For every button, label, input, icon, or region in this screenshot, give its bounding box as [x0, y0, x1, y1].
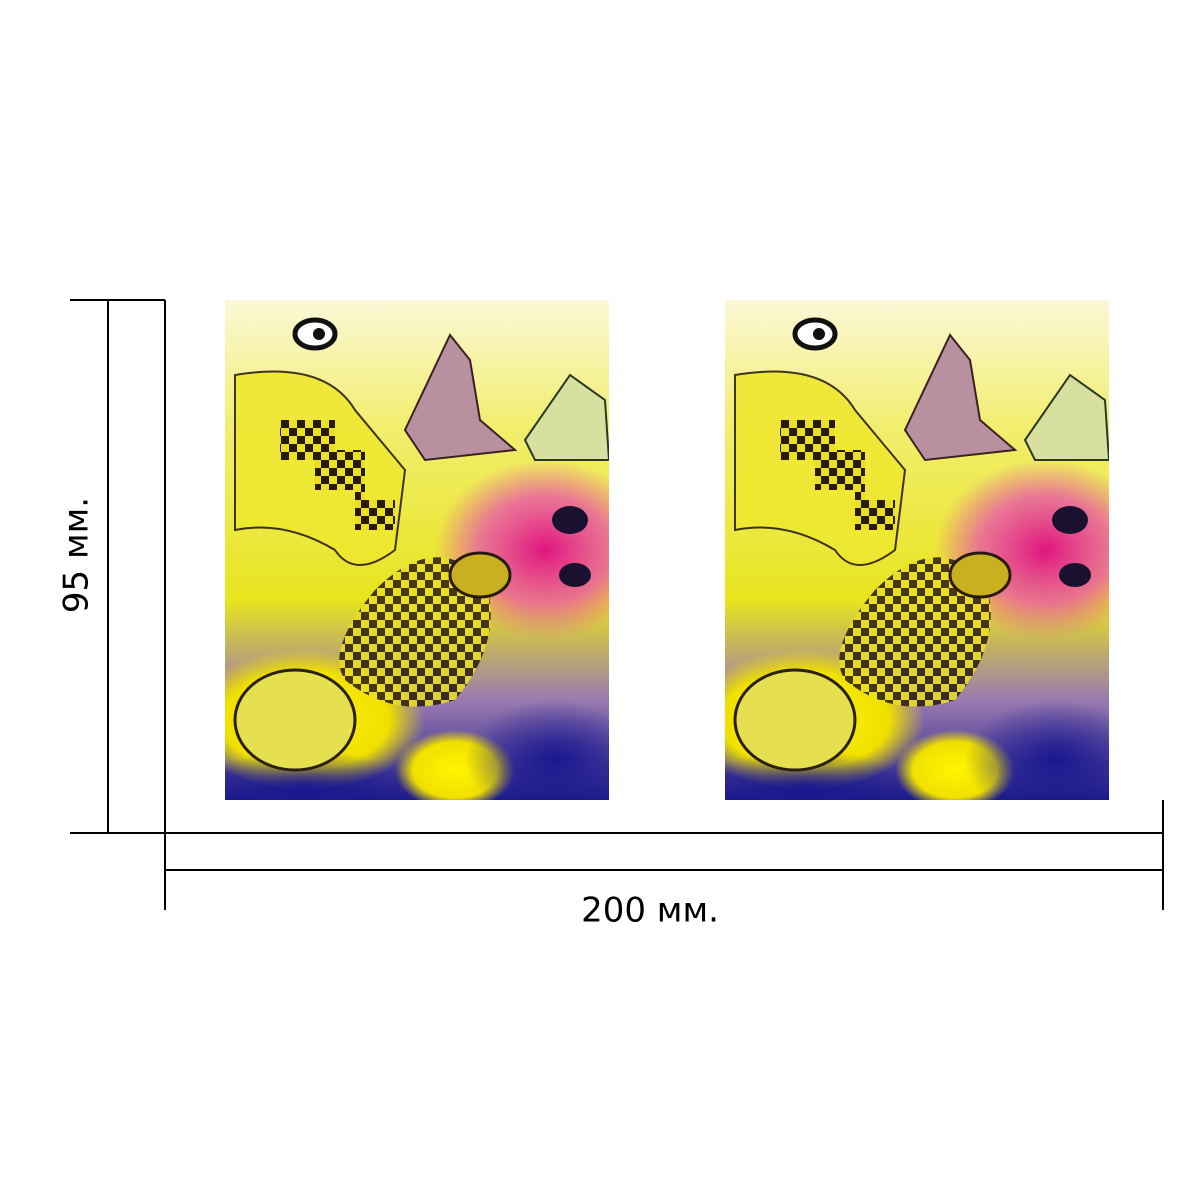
artwork-left	[185, 300, 655, 830]
width-dimension: 200 мм.	[164, 800, 1164, 931]
height-label: 95 мм.	[57, 497, 97, 613]
height-dimension: 95 мм.	[57, 299, 166, 834]
width-label: 200 мм.	[581, 891, 719, 931]
artwork-right	[685, 300, 1155, 830]
